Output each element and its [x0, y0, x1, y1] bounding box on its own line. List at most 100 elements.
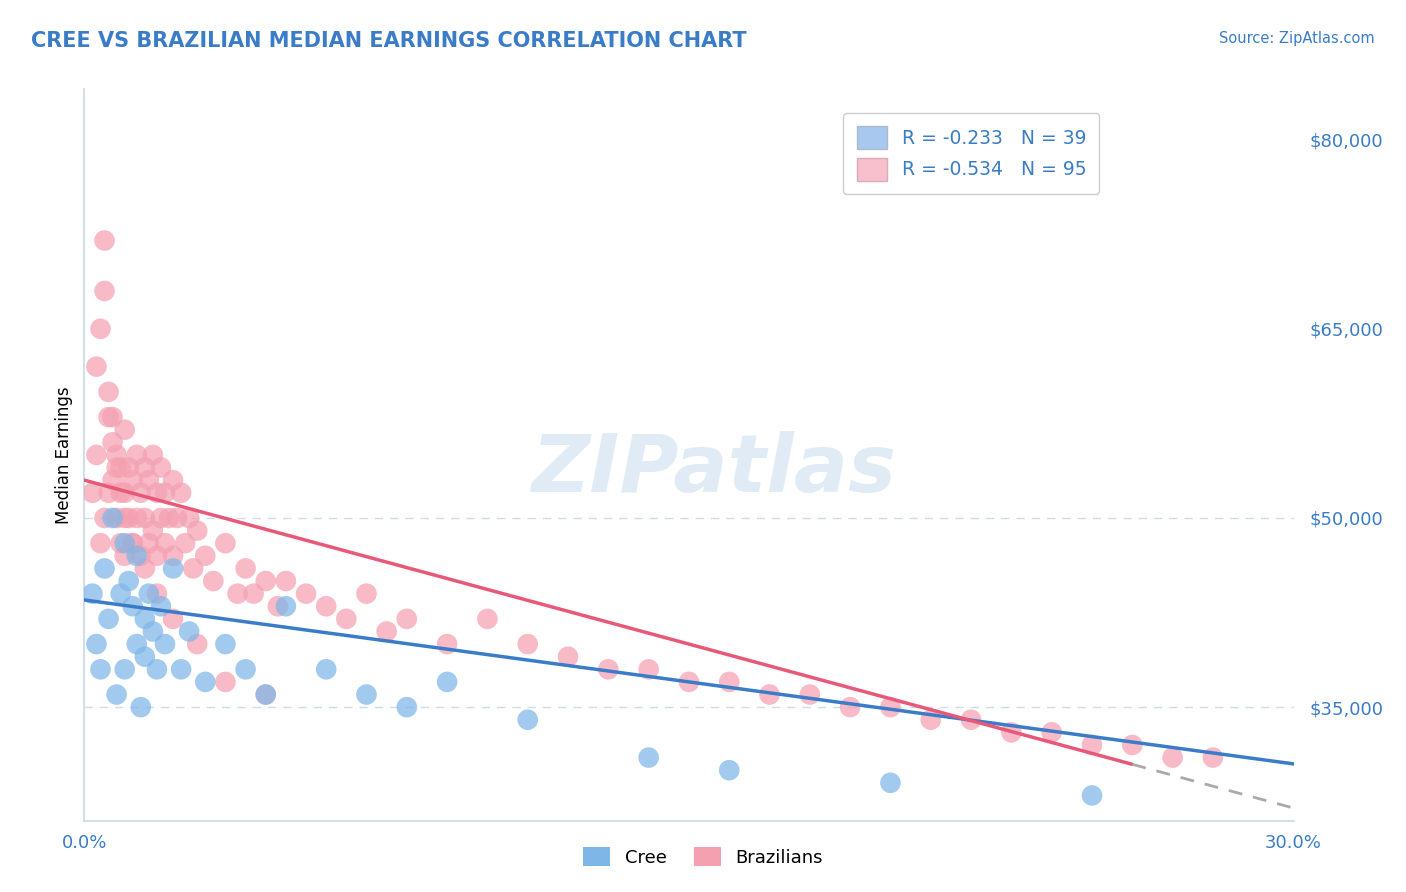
- Point: [125, 637, 148, 651]
- Point: [82, 485, 104, 500]
- Point: [146, 549, 169, 563]
- Point: [162, 549, 184, 563]
- Point: [134, 460, 156, 475]
- Text: ZIPatlas: ZIPatlas: [530, 431, 896, 508]
- Point: [138, 536, 160, 550]
- Point: [254, 574, 277, 588]
- Point: [254, 688, 277, 702]
- Point: [637, 662, 659, 676]
- Point: [121, 536, 143, 550]
- Point: [89, 536, 111, 550]
- Point: [142, 624, 165, 639]
- Point: [125, 549, 148, 563]
- Point: [267, 599, 290, 614]
- Point: [97, 485, 120, 500]
- Point: [97, 612, 120, 626]
- Point: [879, 700, 901, 714]
- Point: [335, 612, 357, 626]
- Point: [214, 674, 236, 689]
- Point: [114, 511, 136, 525]
- Point: [879, 776, 901, 790]
- Point: [718, 674, 741, 689]
- Point: [118, 511, 141, 525]
- Point: [89, 662, 111, 676]
- Point: [101, 473, 124, 487]
- Point: [1040, 725, 1063, 739]
- Point: [114, 485, 136, 500]
- Point: [114, 423, 136, 437]
- Point: [129, 700, 152, 714]
- Point: [134, 649, 156, 664]
- Point: [149, 460, 172, 475]
- Point: [436, 674, 458, 689]
- Point: [295, 587, 318, 601]
- Point: [110, 485, 132, 500]
- Point: [395, 612, 418, 626]
- Point: [121, 536, 143, 550]
- Point: [142, 448, 165, 462]
- Point: [186, 524, 208, 538]
- Point: [97, 384, 120, 399]
- Point: [125, 448, 148, 462]
- Point: [114, 549, 136, 563]
- Point: [557, 649, 579, 664]
- Point: [125, 511, 148, 525]
- Point: [254, 688, 277, 702]
- Point: [226, 587, 249, 601]
- Point: [194, 674, 217, 689]
- Point: [170, 662, 193, 676]
- Point: [149, 599, 172, 614]
- Point: [97, 410, 120, 425]
- Point: [118, 460, 141, 475]
- Point: [637, 750, 659, 764]
- Point: [202, 574, 225, 588]
- Point: [146, 662, 169, 676]
- Point: [82, 587, 104, 601]
- Point: [170, 485, 193, 500]
- Point: [86, 637, 108, 651]
- Point: [920, 713, 942, 727]
- Point: [1000, 725, 1022, 739]
- Point: [153, 536, 176, 550]
- Point: [134, 511, 156, 525]
- Point: [315, 599, 337, 614]
- Point: [1161, 750, 1184, 764]
- Point: [110, 536, 132, 550]
- Point: [839, 700, 862, 714]
- Point: [162, 561, 184, 575]
- Point: [598, 662, 620, 676]
- Point: [214, 637, 236, 651]
- Point: [134, 612, 156, 626]
- Point: [242, 587, 264, 601]
- Point: [718, 763, 741, 777]
- Point: [375, 624, 398, 639]
- Point: [315, 662, 337, 676]
- Point: [105, 511, 128, 525]
- Point: [799, 688, 821, 702]
- Point: [516, 713, 538, 727]
- Point: [101, 435, 124, 450]
- Point: [138, 473, 160, 487]
- Point: [101, 511, 124, 525]
- Point: [142, 524, 165, 538]
- Point: [114, 536, 136, 550]
- Text: CREE VS BRAZILIAN MEDIAN EARNINGS CORRELATION CHART: CREE VS BRAZILIAN MEDIAN EARNINGS CORREL…: [31, 31, 747, 51]
- Point: [105, 448, 128, 462]
- Point: [114, 662, 136, 676]
- Point: [194, 549, 217, 563]
- Point: [166, 511, 188, 525]
- Point: [93, 234, 115, 248]
- Point: [1081, 738, 1104, 752]
- Point: [118, 574, 141, 588]
- Point: [146, 587, 169, 601]
- Point: [121, 599, 143, 614]
- Point: [153, 637, 176, 651]
- Point: [146, 485, 169, 500]
- Point: [105, 688, 128, 702]
- Point: [395, 700, 418, 714]
- Point: [678, 674, 700, 689]
- Point: [174, 536, 197, 550]
- Point: [758, 688, 780, 702]
- Y-axis label: Median Earnings: Median Earnings: [55, 386, 73, 524]
- Point: [129, 549, 152, 563]
